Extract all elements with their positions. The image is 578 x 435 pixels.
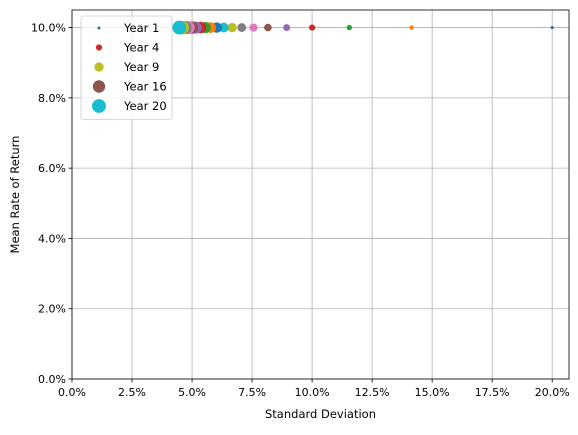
x-tick-label: 12.5% (355, 386, 390, 399)
legend-label: Year 4 (123, 41, 159, 55)
plot-frame (71, 9, 570, 380)
x-tick-label: 7.5% (238, 386, 266, 399)
legend-marker (95, 44, 103, 51)
legend-label: Year 16 (123, 80, 167, 94)
axis-ticks: 0.0% 2.5% 5.0% 7.5% 10.0% 12.5% 15.0% 17.5% 20.0… (31, 22, 570, 399)
legend-marker (97, 26, 101, 30)
y-tick-label: 0.0% (38, 373, 66, 386)
legend-label: Year 20 (123, 99, 167, 113)
legend-label: Year 9 (123, 60, 159, 74)
data-point-year-9 (227, 22, 237, 33)
x-tick-label: 15.0% (415, 386, 450, 399)
x-tick-label: 0.0% (58, 386, 86, 399)
data-points (172, 20, 554, 35)
data-point-year-20 (172, 20, 187, 35)
data-point-year-3 (346, 24, 352, 31)
x-tick-label: 20.0% (535, 386, 570, 399)
data-point-year-1 (550, 26, 554, 30)
y-tick-label: 4.0% (38, 232, 66, 245)
grid (71, 10, 569, 380)
y-axis-label: Mean Rate of Return (8, 136, 22, 254)
y-tick-label: 8.0% (38, 92, 66, 105)
legend-marker (92, 80, 106, 93)
data-point-year-4 (308, 24, 316, 31)
data-point-year-7 (249, 23, 258, 32)
data-point-year-6 (264, 23, 272, 32)
legend-box (80, 15, 173, 120)
x-axis-label: Standard Deviation (265, 407, 376, 421)
legend-marker (94, 62, 104, 72)
legend-marker (92, 99, 106, 113)
x-tick-label: 10.0% (295, 386, 330, 399)
y-tick-label: 2.0% (38, 303, 66, 316)
x-tick-label: 5.0% (178, 386, 206, 399)
x-tick-label: 17.5% (475, 386, 510, 399)
data-point-year-8 (237, 23, 247, 32)
legend: Year 1 Year 4 Year 9 Year 16 Year 20 (80, 15, 173, 120)
data-point-year-5 (283, 24, 291, 32)
y-tick-label: 10.0% (31, 22, 66, 35)
legend-label: Year 1 (123, 21, 159, 35)
data-point-year-2 (409, 25, 414, 30)
x-tick-label: 2.5% (118, 386, 146, 399)
y-tick-label: 6.0% (38, 162, 66, 175)
